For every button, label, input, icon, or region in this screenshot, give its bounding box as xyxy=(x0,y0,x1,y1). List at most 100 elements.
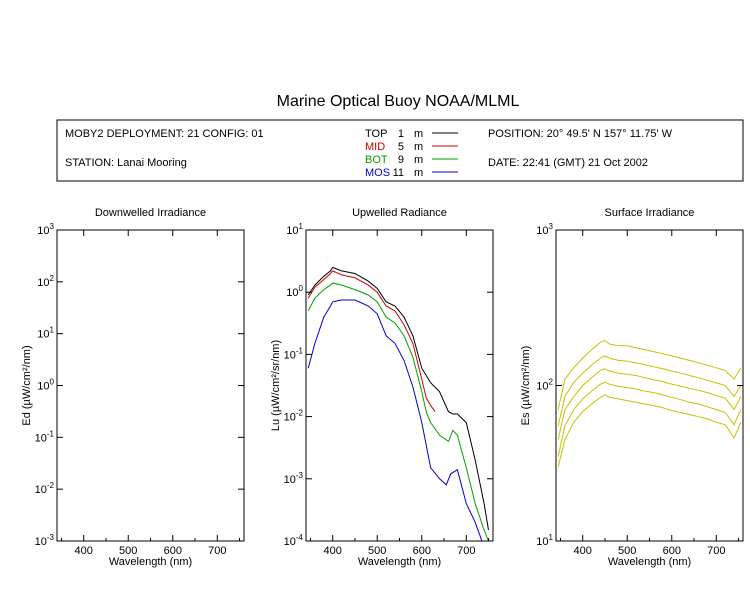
y-tick-base: 10 xyxy=(284,412,296,424)
y-tick-label: 101 xyxy=(37,326,54,341)
x-tick-label: 600 xyxy=(413,545,431,557)
y-tick-base: 10 xyxy=(286,225,298,237)
station-text: STATION: Lanai Mooring xyxy=(65,157,187,169)
y-tick-label: 100 xyxy=(37,378,54,393)
y-tick-label: 100 xyxy=(286,284,303,299)
y-tick-exp: 3 xyxy=(50,222,55,231)
x-tick-label: 700 xyxy=(457,545,475,557)
x-axis-label: Wavelength (nm) xyxy=(358,556,441,568)
y-tick-label: 10-2 xyxy=(35,481,55,496)
y-axis-label: Lu (µW/cm²/sr/nm) xyxy=(270,340,282,431)
x-tick-label: 400 xyxy=(324,545,342,557)
y-tick-base: 10 xyxy=(284,536,296,548)
y-tick-exp: -3 xyxy=(296,471,304,480)
info-box-frame xyxy=(56,119,744,182)
y-tick-base: 10 xyxy=(35,484,47,496)
series-line-2 xyxy=(557,355,742,427)
y-tick-label: 10-1 xyxy=(35,429,55,444)
y-tick-label: 103 xyxy=(37,222,54,237)
y-tick-exp: -3 xyxy=(47,533,55,542)
legend-name: MID xyxy=(365,141,385,153)
legend-item-bot: BOT 9 m xyxy=(365,154,458,166)
legend-depth: 5 xyxy=(398,141,404,153)
legend-unit: m xyxy=(414,167,423,179)
y-tick-exp: -4 xyxy=(296,533,304,542)
y-tick-exp: 2 xyxy=(50,274,55,283)
y-tick-label: 101 xyxy=(286,222,303,237)
x-tick-label: 700 xyxy=(707,545,725,557)
panel-title: Upwelled Radiance xyxy=(352,207,447,219)
y-axis-label: Es (µW/cm²/nm) xyxy=(520,346,532,426)
legend-item-mos: MOS 11 m xyxy=(365,167,458,179)
y-tick-exp: -1 xyxy=(47,429,55,438)
y-tick-label: 10-4 xyxy=(284,533,304,548)
y-axis-label: Ed (µW/cm²/nm) xyxy=(21,345,33,425)
x-tick-label: 600 xyxy=(164,545,182,557)
y-tick-exp: -2 xyxy=(47,481,55,490)
y-tick-label: 10-2 xyxy=(284,409,304,424)
legend-name: MOS xyxy=(365,167,390,179)
legend-depth: 1 xyxy=(398,128,404,140)
main-title: Marine Optical Buoy NOAA/MLML xyxy=(277,93,520,110)
y-tick-label: 10-3 xyxy=(284,471,304,486)
plot-frame xyxy=(555,229,744,542)
y-tick-exp: 1 xyxy=(299,222,304,231)
series-line-1 xyxy=(557,339,742,410)
y-tick-exp: 3 xyxy=(549,222,554,231)
x-tick-label: 600 xyxy=(663,545,681,557)
y-tick-base: 10 xyxy=(536,536,548,548)
x-tick-label: 400 xyxy=(75,545,93,557)
y-tick-base: 10 xyxy=(536,225,548,237)
x-tick-label: 700 xyxy=(208,545,226,557)
series-line-3 xyxy=(557,368,742,440)
y-tick-base: 10 xyxy=(284,474,296,486)
legend-name: BOT xyxy=(365,154,388,166)
x-tick-label: 500 xyxy=(368,545,386,557)
panel-title: Surface Irradiance xyxy=(605,207,695,219)
date-text: DATE: 22:41 (GMT) 21 Oct 2002 xyxy=(488,157,648,169)
position-text: POSITION: 20° 49.5' N 157° 11.75' W xyxy=(488,128,673,140)
y-tick-exp: 2 xyxy=(549,378,554,387)
info-box: MOBY2 DEPLOYMENT: 21 CONFIG: 01 STATION:… xyxy=(56,119,744,182)
y-tick-base: 10 xyxy=(284,349,296,361)
y-tick-base: 10 xyxy=(35,536,47,548)
y-tick-exp: 1 xyxy=(549,533,554,542)
y-tick-label: 103 xyxy=(536,222,553,237)
series-line-4 xyxy=(557,381,742,457)
legend-unit: m xyxy=(414,141,423,153)
legend-depth: 9 xyxy=(398,154,404,166)
plot-frame xyxy=(56,229,245,542)
legend-unit: m xyxy=(414,154,423,166)
x-axis-label: Wavelength (nm) xyxy=(109,556,192,568)
y-tick-base: 10 xyxy=(37,277,49,289)
y-tick-base: 10 xyxy=(536,381,548,393)
x-tick-label: 500 xyxy=(119,545,137,557)
legend-name: TOP xyxy=(365,128,387,140)
x-tick-label: 400 xyxy=(574,545,592,557)
y-tick-label: 10-3 xyxy=(35,533,55,548)
series-line-top xyxy=(307,266,489,531)
legend-depth: 11 xyxy=(393,167,404,179)
legend-unit: m xyxy=(414,128,423,140)
y-tick-base: 10 xyxy=(37,381,49,393)
panel-title: Downwelled Irradiance xyxy=(95,207,206,219)
x-axis-label: Wavelength (nm) xyxy=(608,556,691,568)
y-tick-label: 101 xyxy=(536,533,553,548)
y-tick-exp: 0 xyxy=(50,378,55,387)
series-line-mos xyxy=(307,299,483,541)
series-line-mid xyxy=(307,270,436,412)
series-line-5 xyxy=(557,394,742,467)
series-line-bot xyxy=(307,282,489,541)
y-tick-base: 10 xyxy=(37,225,49,237)
plot-frame xyxy=(305,229,494,542)
x-tick-label: 500 xyxy=(618,545,636,557)
legend-item-mid: MID 5 m xyxy=(365,141,458,153)
y-tick-base: 10 xyxy=(286,287,298,299)
y-tick-base: 10 xyxy=(37,329,49,341)
y-tick-label: 102 xyxy=(37,274,54,289)
deployment-text: MOBY2 DEPLOYMENT: 21 CONFIG: 01 xyxy=(65,128,264,140)
